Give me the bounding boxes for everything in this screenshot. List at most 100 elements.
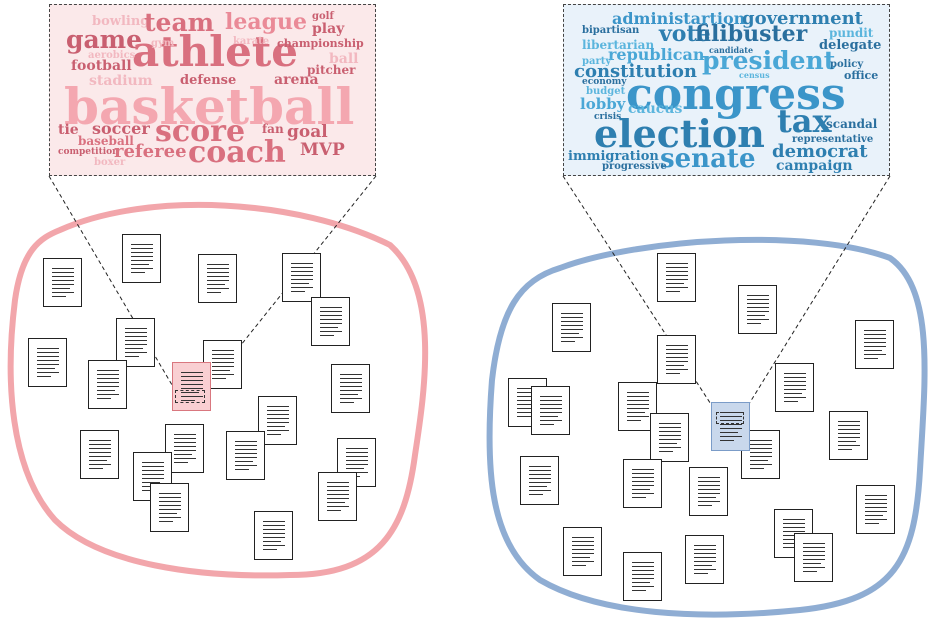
doc-text-line (803, 559, 825, 561)
doc-text-line (181, 396, 203, 398)
doc-text-line (291, 283, 309, 285)
doc-text-line (720, 424, 742, 426)
doc-text-line (89, 448, 111, 450)
doc-text-line (632, 574, 654, 576)
doc-text-line (529, 482, 551, 484)
sports-word: defense (180, 73, 237, 88)
doc-text-line (659, 443, 677, 445)
doc-text-line (632, 586, 654, 588)
doc-text-line (666, 373, 680, 375)
doc-text-line (838, 437, 860, 439)
politics-word: progressive (602, 161, 667, 172)
sports-word: stadium (89, 73, 153, 89)
doc-text-line (659, 423, 681, 425)
doc-text-line (572, 537, 594, 539)
doc-text-line (632, 489, 650, 491)
sports-document (28, 338, 67, 387)
doc-text-line (125, 344, 147, 346)
politics-document (623, 459, 662, 508)
doc-text-line (267, 414, 289, 416)
doc-text-line (181, 372, 203, 374)
doc-text-line (864, 350, 882, 352)
sports-word: gym (151, 38, 175, 49)
doc-text-line (340, 378, 362, 380)
sports-document (43, 258, 82, 307)
doc-text-line (632, 481, 654, 483)
doc-text-line (750, 448, 772, 450)
doc-text-line (783, 539, 801, 541)
doc-text-line (131, 260, 153, 262)
doc-text-line (666, 271, 688, 273)
doc-text-line (181, 376, 203, 378)
sports-word: pitcher (307, 63, 356, 77)
doc-text-line (694, 573, 708, 575)
doc-text-line (291, 275, 313, 277)
sports-word: score (155, 114, 246, 149)
doc-text-line (181, 380, 203, 382)
doc-text-line (838, 433, 860, 435)
doc-text-line (659, 431, 681, 433)
doc-text-line (572, 545, 594, 547)
doc-text-line (865, 519, 887, 521)
doc-text-line (517, 412, 539, 414)
doc-text-line (340, 390, 362, 392)
doc-text-line (783, 531, 805, 533)
doc-text-line (698, 485, 720, 487)
politics-word: party (582, 56, 612, 67)
sports-word: aerobics (88, 50, 136, 61)
doc-text-line (698, 497, 716, 499)
doc-text-line (694, 553, 716, 555)
doc-text-line (207, 280, 229, 282)
doc-text-line (627, 408, 649, 410)
doc-text-line (89, 456, 111, 458)
doc-text-line (235, 457, 257, 459)
politics-word: caucus (628, 101, 683, 117)
doc-text-line (750, 456, 772, 458)
doc-text-line (666, 267, 688, 269)
sports-word: tie (58, 122, 79, 138)
politics-word: lobby (580, 95, 626, 113)
politics-document (775, 363, 814, 412)
politics-word: government (742, 8, 863, 29)
doc-text-line (320, 319, 342, 321)
doc-text-line (572, 565, 586, 567)
doc-text-line (346, 460, 368, 462)
sports-highlighted-document (172, 362, 211, 411)
doc-text-line (803, 547, 825, 549)
doc-text-line (159, 509, 181, 511)
doc-text-line (694, 565, 712, 567)
doc-text-line (627, 416, 649, 418)
doc-text-line (561, 333, 579, 335)
doc-text-line (125, 352, 147, 354)
doc-text-line (52, 268, 74, 270)
doc-text-line (783, 523, 805, 525)
doc-text-line (207, 292, 221, 294)
doc-text-line (529, 466, 551, 468)
politics-word: economy (582, 77, 627, 87)
doc-text-line (540, 400, 562, 402)
doc-text-line (666, 263, 688, 265)
doc-text-line (142, 474, 164, 476)
sports-zoom-region (175, 390, 205, 403)
doc-text-line (720, 432, 738, 434)
doc-text-line (97, 390, 115, 392)
doc-text-line (159, 513, 177, 515)
doc-text-line (784, 377, 806, 379)
doc-text-line (131, 272, 145, 274)
doc-text-line (207, 264, 229, 266)
doc-text-line (142, 462, 164, 464)
politics-word: democrat (772, 141, 868, 162)
politics-word: republican (608, 45, 705, 64)
politics-word: crisis (594, 112, 622, 122)
doc-text-line (212, 354, 234, 356)
sports-word: competition (58, 147, 119, 157)
doc-text-line (320, 327, 338, 329)
doc-text-line (694, 545, 716, 547)
doc-text-line (89, 444, 111, 446)
doc-text-line (267, 418, 289, 420)
doc-text-line (159, 521, 173, 523)
doc-text-line (142, 470, 164, 472)
doc-text-line (340, 382, 362, 384)
doc-text-line (235, 465, 257, 467)
doc-text-line (346, 456, 368, 458)
